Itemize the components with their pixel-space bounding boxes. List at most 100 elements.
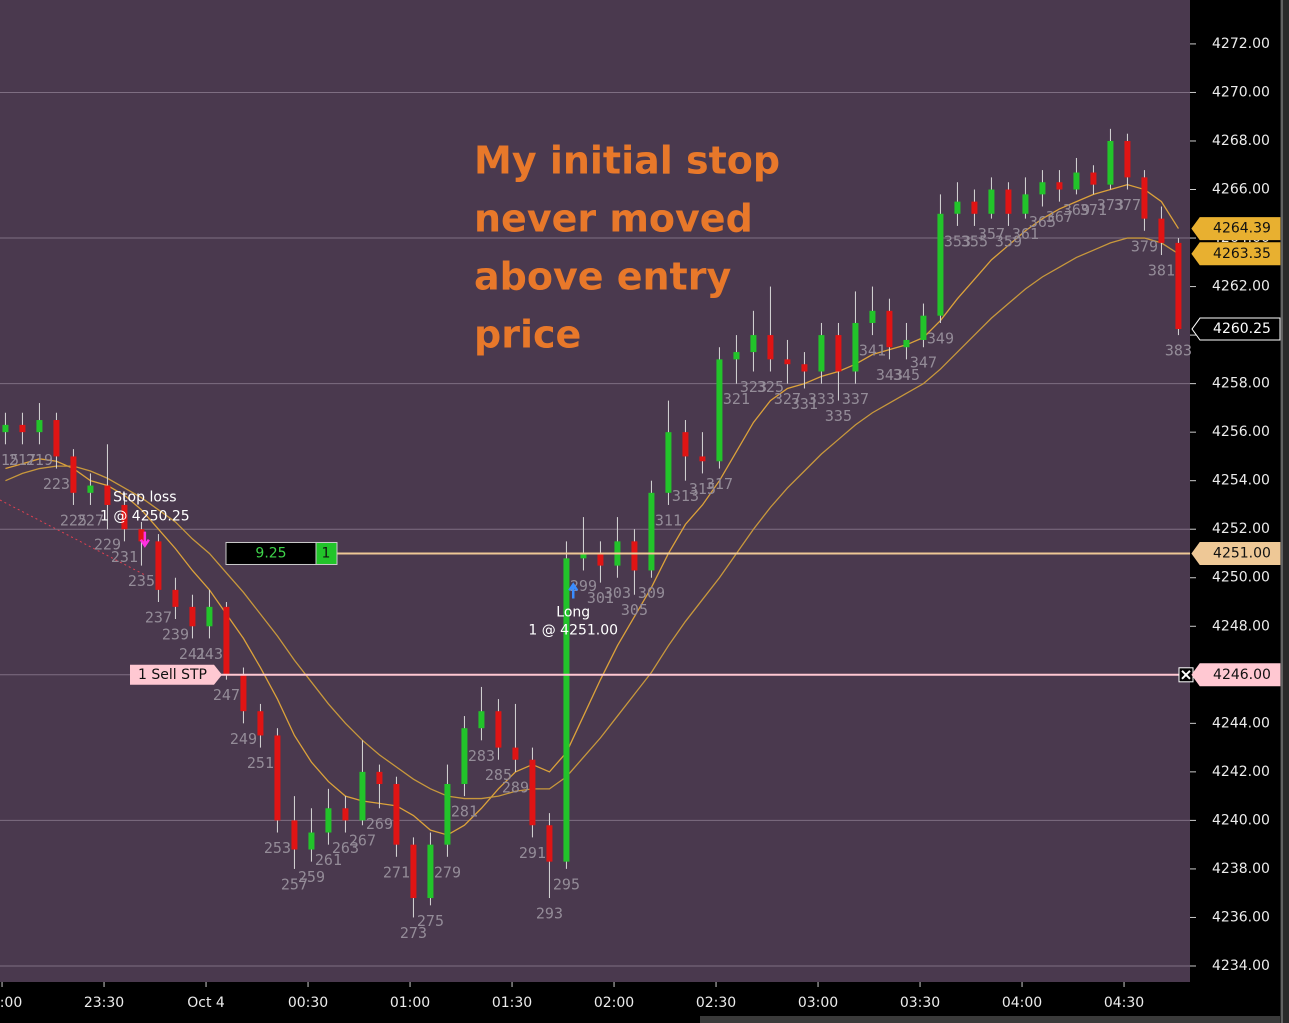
bar-number: 285 [485,766,512,784]
candle-body [818,335,825,372]
x-tick-label: Oct 4 [187,995,225,1011]
y-tick-label: 4270.00 [1212,84,1270,100]
candle-body [546,825,553,862]
bar-number: 327 [774,390,801,408]
order-price-tag [1191,541,1281,565]
bar-number: 241 [179,645,206,663]
bar-number: 259 [298,868,325,886]
ma-price-tag-label: 4264.39 [1213,221,1271,237]
candle-body [563,558,570,862]
candle-body [121,504,128,530]
candle-body [750,335,757,353]
order-price-tag-label: 4251.00 [1213,545,1271,561]
candle-body [138,529,145,542]
bar-number: 333 [808,390,835,408]
bar-number: 381 [1148,262,1175,280]
bar-number: 269 [366,815,393,833]
moving-average [5,183,1179,836]
candle-body [937,213,944,316]
y-tick-label: 4242.00 [1212,764,1270,780]
y-tick-label: 4234.00 [1212,958,1270,974]
order-pnl: 9.25 [255,545,286,561]
bar-number: 383 [1165,342,1192,360]
candle-body [461,728,468,784]
bar-number: 249 [230,730,257,748]
bar-number: 377 [1114,196,1141,214]
candle-body [291,820,298,850]
candle-body [852,322,859,372]
candle-body [87,485,94,493]
bar-number: 305 [621,601,648,619]
bar-number: 273 [400,924,427,942]
annotation: above entry [474,255,731,299]
bar-number: 353 [944,232,971,250]
candle-body [529,759,536,826]
candle-body [19,424,26,433]
bar-number: 237 [145,609,172,627]
bar-number: 293 [536,905,563,923]
candle-body [257,711,264,736]
x-tick-label: 04:30 [1104,995,1144,1011]
x-tick-label: 00:30 [288,995,328,1011]
candle-body [648,492,655,571]
bar-number: 371 [1080,201,1107,219]
candle-body [597,553,604,566]
candle-body [274,735,281,821]
bar-number: 331 [791,395,818,413]
order-price-tag-label: 4246.00 [1213,667,1271,683]
candle-body [478,711,485,729]
bar-number: 227 [77,511,104,529]
candle-body [410,844,417,899]
candle-body [1005,189,1012,214]
y-tick-label: 4272.00 [1212,36,1270,52]
y-tick-label: 4252.00 [1212,521,1270,537]
bar-number: 323 [740,378,767,396]
y-tick-label: 4262.00 [1212,279,1270,295]
candle-body [1175,242,1182,330]
bar-number: 369 [1063,201,1090,219]
y-tick-label: 4250.00 [1212,570,1270,586]
candle-body [359,771,366,821]
execution-label: Long [556,604,590,620]
order-box [130,664,222,685]
bar-number: 275 [417,912,444,930]
candle-body [427,844,434,899]
candle-body [1090,172,1097,185]
order-qty: 1 [322,545,331,561]
bar-number: 229 [94,536,121,554]
candle-body [699,456,706,462]
bar-number: 301 [587,589,614,607]
bar-number: 355 [961,232,988,250]
y-tick-label: 4244.00 [1212,715,1270,731]
candle-body [308,832,315,850]
candle-body [495,711,502,748]
x-tick-label: 03:30 [900,995,940,1011]
order-cancel-icon[interactable] [1181,670,1191,680]
candle-body [70,456,77,493]
candle-body [971,201,978,214]
bar-number: 231 [111,548,138,566]
order-text: 1 Sell STP [138,667,207,683]
bar-number: 223 [43,475,70,493]
execution-label: 1 @ 4251.00 [528,622,618,638]
candle-body [1124,140,1131,178]
bar-number: 225 [60,511,87,529]
bar-number: 379 [1131,237,1158,255]
candle-body [1039,182,1046,195]
bar-number: 217 [9,451,36,469]
bar-number: 271 [383,863,410,881]
candle-body [801,364,808,372]
annotation: price [474,313,581,357]
ma-price-tag-label: 4263.35 [1213,246,1271,262]
bar-number: 303 [604,584,631,602]
bar-number: 263 [332,839,359,857]
bar-number: 215 [0,451,19,469]
bar-number: 321 [723,390,750,408]
bar-number: 283 [468,747,495,765]
candle-body [2,424,9,433]
candle-body [1107,140,1114,185]
candle-body [376,771,383,784]
bar-number: 267 [349,832,376,850]
ma-price-tag [1191,242,1281,266]
